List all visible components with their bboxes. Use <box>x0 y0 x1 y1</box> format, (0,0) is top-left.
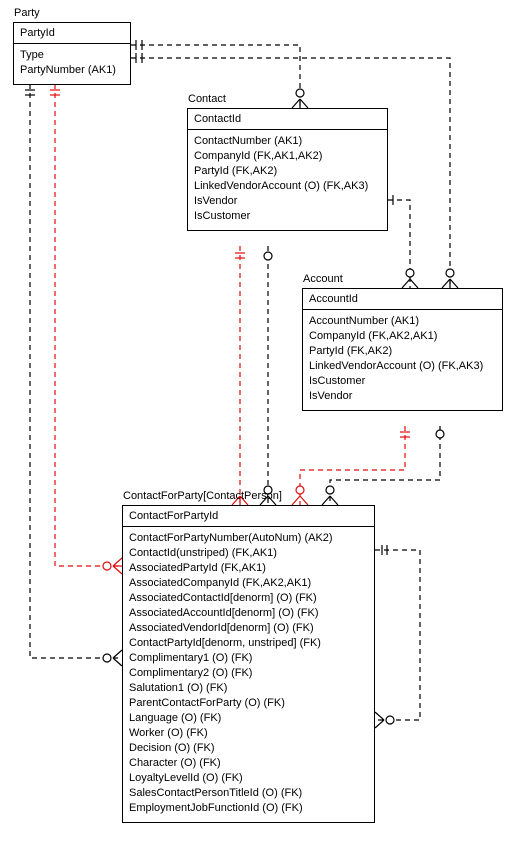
attr: IsCustomer <box>194 209 381 224</box>
attr: Type <box>20 48 124 63</box>
entity-cfp-attrs: ContactForPartyNumber(AutoNum) (AK2) Con… <box>123 527 374 822</box>
attr: AssociatedVendorId[denorm] (O) (FK) <box>129 621 368 636</box>
attr: ContactId(unstriped) (FK,AK1) <box>129 546 368 561</box>
attr: LinkedVendorAccount (O) (FK,AK3) <box>309 359 496 374</box>
attr: Complimentary2 (O) (FK) <box>129 666 368 681</box>
entity-contact: Contact ContactId ContactNumber (AK1) Co… <box>187 108 388 231</box>
attr: AssociatedPartyId (FK,AK1) <box>129 561 368 576</box>
attr: IsCustomer <box>309 374 496 389</box>
attr: LoyaltyLevelId (O) (FK) <box>129 771 368 786</box>
entity-account-pk: AccountId <box>303 289 502 310</box>
entity-cfp-pk: ContactForPartyId <box>123 506 374 527</box>
attr: AssociatedContactId[denorm] (O) (FK) <box>129 591 368 606</box>
entity-contactforparty: ContactForParty[ContactPerson] ContactFo… <box>122 505 375 823</box>
entity-contact-attrs: ContactNumber (AK1) CompanyId (FK,AK1,AK… <box>188 130 387 230</box>
attr: CompanyId (FK,AK1,AK2) <box>194 149 381 164</box>
entity-account: Account AccountId AccountNumber (AK1) Co… <box>302 288 503 411</box>
attr: ParentContactForParty (O) (FK) <box>129 696 368 711</box>
attr: PartyNumber (AK1) <box>20 63 124 78</box>
attr: ContactForPartyNumber(AutoNum) (AK2) <box>129 531 368 546</box>
entity-party-label: Party <box>14 7 40 19</box>
attr: AccountNumber (AK1) <box>309 314 496 329</box>
attr: EmploymentJobFunctionId (O) (FK) <box>129 801 368 816</box>
entity-account-label: Account <box>303 273 343 285</box>
attr: Worker (O) (FK) <box>129 726 368 741</box>
attr: Complimentary1 (O) (FK) <box>129 651 368 666</box>
entity-party-attrs: Type PartyNumber (AK1) <box>14 44 130 84</box>
attr: ContactPartyId[denorm, unstriped] (FK) <box>129 636 368 651</box>
attr: CompanyId (FK,AK2,AK1) <box>309 329 496 344</box>
attr: IsVendor <box>309 389 496 404</box>
attr: Language (O) (FK) <box>129 711 368 726</box>
entity-contact-label: Contact <box>188 93 226 105</box>
attr: Decision (O) (FK) <box>129 741 368 756</box>
attr: PartyId (FK,AK2) <box>194 164 381 179</box>
entity-party-pk: PartyId <box>14 23 130 44</box>
entity-party: Party PartyId Type PartyNumber (AK1) <box>13 22 131 85</box>
entity-contact-pk: ContactId <box>188 109 387 130</box>
entity-cfp-label: ContactForParty[ContactPerson] <box>123 490 282 502</box>
entity-account-attrs: AccountNumber (AK1) CompanyId (FK,AK2,AK… <box>303 310 502 410</box>
attr: AssociatedCompanyId (FK,AK2,AK1) <box>129 576 368 591</box>
attr: Character (O) (FK) <box>129 756 368 771</box>
erd-canvas: Party PartyId Type PartyNumber (AK1) Con… <box>0 0 514 862</box>
attr: AssociatedAccountId[denorm] (O) (FK) <box>129 606 368 621</box>
attr: ContactNumber (AK1) <box>194 134 381 149</box>
attr: LinkedVendorAccount (O) (FK,AK3) <box>194 179 381 194</box>
attr: SalesContactPersonTitleId (O) (FK) <box>129 786 368 801</box>
attr: IsVendor <box>194 194 381 209</box>
attr: Salutation1 (O) (FK) <box>129 681 368 696</box>
attr: PartyId (FK,AK2) <box>309 344 496 359</box>
